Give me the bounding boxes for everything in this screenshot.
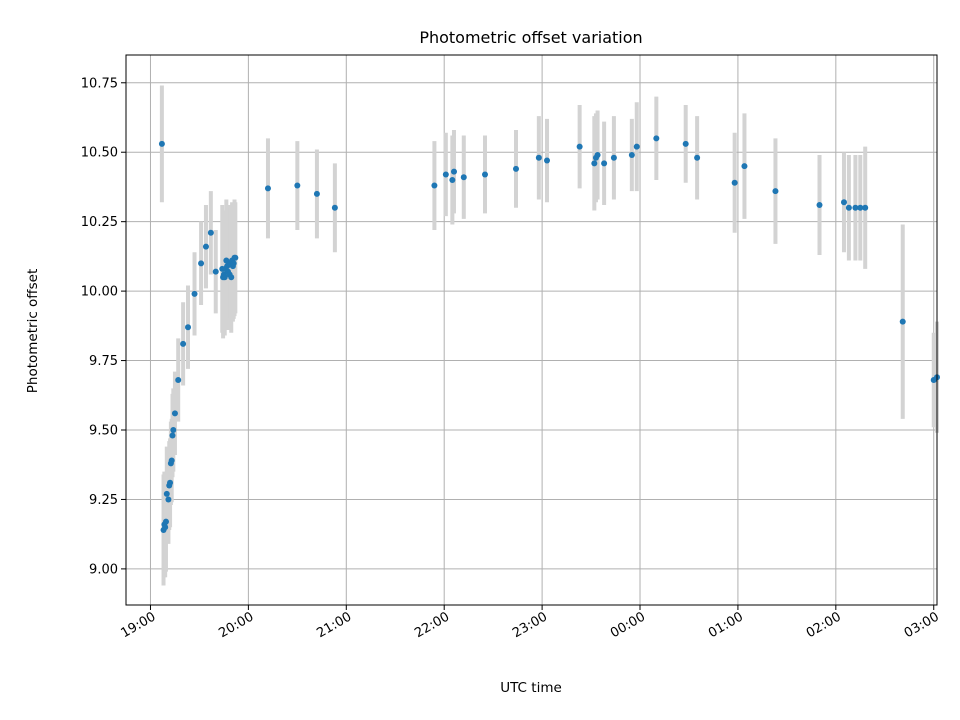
- data-point: [653, 135, 660, 142]
- x-tick-label: 21:00: [314, 609, 354, 641]
- data-point: [576, 143, 583, 150]
- data-point: [431, 182, 438, 189]
- data-point: [682, 140, 689, 147]
- data-point: [175, 377, 182, 383]
- data-point: [544, 157, 551, 164]
- x-tick-label: 19:00: [119, 609, 159, 641]
- x-tick-label: 20:00: [216, 609, 256, 641]
- data-points: [158, 135, 940, 533]
- y-tick-label: 9.25: [89, 493, 118, 508]
- data-point: [180, 340, 187, 347]
- data-point: [449, 177, 456, 183]
- data-point: [741, 163, 748, 170]
- data-point: [165, 496, 172, 503]
- data-point: [460, 174, 467, 181]
- data-point: [185, 324, 192, 331]
- data-point: [535, 154, 542, 161]
- data-point: [852, 204, 859, 211]
- data-point: [212, 268, 219, 275]
- data-point: [857, 204, 864, 211]
- data-point: [171, 410, 178, 417]
- data-point: [845, 204, 852, 211]
- x-tick-label: 02:00: [804, 609, 844, 641]
- data-point: [610, 154, 617, 161]
- data-point: [628, 152, 635, 158]
- data-point: [202, 243, 209, 250]
- data-point: [512, 165, 519, 172]
- x-tick-label: 03:00: [902, 609, 942, 641]
- x-tick-label: 01:00: [706, 609, 746, 641]
- data-point: [862, 204, 869, 211]
- x-tick-label: 00:00: [608, 609, 648, 641]
- data-point: [162, 518, 169, 525]
- data-point: [230, 260, 237, 267]
- data-point: [221, 274, 228, 281]
- data-point: [170, 427, 177, 433]
- data-point: [228, 274, 235, 281]
- data-point: [840, 199, 847, 206]
- data-point: [816, 202, 823, 208]
- y-tick-label: 10.00: [81, 285, 118, 300]
- chart-title: Photometric offset variation: [419, 28, 642, 47]
- data-point: [481, 171, 488, 178]
- data-point: [163, 490, 170, 497]
- data-point: [207, 229, 214, 236]
- data-point: [167, 479, 174, 486]
- x-tick-label: 23:00: [510, 609, 550, 641]
- y-axis: 9.00 9.25 9.50 9.75 10.00 10.25 10.50 10.75: [81, 76, 126, 577]
- y-tick-label: 10.50: [81, 146, 118, 161]
- data-point: [442, 171, 449, 178]
- data-point: [168, 457, 175, 464]
- data-point: [601, 160, 608, 167]
- data-point: [313, 190, 320, 197]
- data-point: [162, 524, 169, 531]
- data-point: [731, 179, 738, 186]
- y-tick-label: 9.50: [89, 424, 118, 439]
- data-point: [450, 168, 457, 175]
- data-point: [198, 260, 205, 267]
- x-axis-label: UTC time: [500, 680, 562, 696]
- data-point: [594, 152, 601, 158]
- y-tick-label: 9.00: [89, 562, 118, 577]
- data-point: [294, 182, 301, 189]
- data-point: [899, 318, 906, 325]
- plot-frame: [125, 54, 938, 606]
- data-point: [191, 290, 198, 297]
- data-point: [158, 140, 165, 147]
- data-point: [232, 254, 239, 261]
- data-point: [264, 185, 271, 192]
- data-point: [633, 143, 640, 150]
- data-point: [772, 188, 779, 195]
- y-tick-label: 10.25: [81, 215, 118, 230]
- y-axis-label: Photometric offset: [25, 269, 41, 393]
- y-tick-label: 10.75: [81, 76, 118, 91]
- grid-lines: [126, 55, 937, 605]
- data-point: [694, 154, 701, 161]
- data-point: [331, 204, 338, 211]
- y-tick-label: 9.75: [89, 354, 118, 369]
- x-axis: 19:00 20:00 21:00 22:00 23:00 00:00 01:00 02:00…: [119, 605, 942, 641]
- x-tick-label: 22:00: [412, 609, 452, 641]
- data-point: [169, 432, 176, 439]
- data-point: [591, 160, 598, 167]
